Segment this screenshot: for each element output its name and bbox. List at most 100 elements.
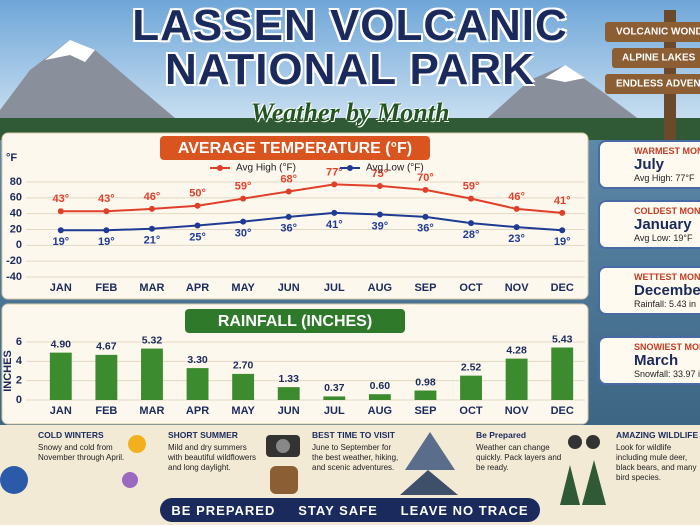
- sign-board: [605, 74, 700, 94]
- data-label: 1.33: [278, 373, 299, 385]
- x-tick-label: AUG: [368, 405, 392, 417]
- x-tick-label: MAR: [139, 405, 164, 417]
- tip-title: SHORT SUMMER: [168, 430, 238, 440]
- hat-icon: [0, 466, 28, 494]
- card-label: COLDEST MONTH: [634, 206, 700, 216]
- page-subtitle: Weather by Month: [250, 98, 450, 127]
- card-month: March: [634, 352, 679, 369]
- bar: [232, 373, 255, 400]
- data-label: 4.90: [51, 338, 72, 350]
- bar: [186, 368, 209, 400]
- x-tick-label: JAN: [50, 282, 72, 294]
- data-point: [376, 211, 383, 218]
- tip: COLD WINTERS Snowy and cold from Novembe…: [38, 430, 130, 463]
- sign-text: ALPINE LAKES: [622, 53, 696, 64]
- x-tick-label: NOV: [505, 405, 530, 417]
- tip-title: Be Prepared: [476, 430, 527, 440]
- mountain-icon: [400, 470, 458, 495]
- footer-bar: BE PREPARED STAY SAFE LEAVE NO TRACE: [160, 498, 540, 522]
- y-tick-label: 20: [10, 223, 22, 235]
- title-banner: [185, 309, 405, 333]
- footer-text: BE PREPARED: [171, 502, 276, 518]
- data-label: 19°: [98, 236, 115, 248]
- tip-text: June to September for the best weather, …: [312, 443, 399, 472]
- data-point: [422, 213, 429, 220]
- tip-text: Look for wildlife including mule deer, b…: [616, 443, 697, 482]
- card-label: WARMEST MONTH: [634, 146, 700, 156]
- data-point: [285, 213, 292, 220]
- x-tick-label: FEB: [95, 282, 117, 294]
- binoculars-icon: [568, 435, 582, 449]
- footer-text: LEAVE NO TRACE: [400, 502, 529, 518]
- card-detail: Snowfall: 33.97 in: [634, 369, 700, 379]
- data-label: 77°: [326, 166, 343, 178]
- data-point: [513, 205, 520, 212]
- data-label: 70°: [417, 172, 434, 184]
- bar: [95, 354, 118, 400]
- legend-label: Avg Low (°F): [366, 163, 424, 174]
- x-tick-label: NOV: [505, 282, 530, 294]
- data-label: 2.52: [461, 361, 482, 373]
- x-tick-label: OCT: [459, 282, 483, 294]
- data-label: 4.67: [96, 341, 117, 353]
- data-label: 19°: [52, 236, 69, 248]
- data-label: 21°: [144, 235, 161, 247]
- x-tick-label: JUN: [278, 405, 300, 417]
- y-tick-label: -20: [6, 255, 22, 267]
- data-point: [468, 195, 475, 202]
- flower-icon: [122, 472, 138, 488]
- data-label: 75°: [372, 168, 389, 180]
- card-detail: Avg Low: 19°F: [634, 233, 693, 243]
- data-point: [376, 182, 383, 189]
- tip-title: AMAZING WILDLIFE: [616, 430, 699, 440]
- y-tick-label: 40: [10, 208, 22, 220]
- x-tick-label: FEB: [95, 405, 117, 417]
- y-axis-label: INCHES: [2, 350, 14, 392]
- tree-icon: [560, 465, 580, 505]
- data-label: 36°: [417, 223, 434, 235]
- bar: [368, 394, 391, 400]
- highlight-card: COLDEST MONTH January Avg Low: 19°F: [598, 200, 700, 249]
- data-point: [148, 205, 155, 212]
- tip: BEST TIME TO VISIT June to September for…: [312, 430, 404, 473]
- mountain-icon: [405, 432, 455, 470]
- data-label: 46°: [508, 191, 525, 203]
- data-label: 0.98: [415, 376, 436, 388]
- data-label: 30°: [235, 227, 252, 239]
- tip: SHORT SUMMER Mild and dry summers with b…: [168, 430, 260, 473]
- bar: [49, 352, 72, 400]
- x-tick-label: APR: [186, 405, 209, 417]
- card-month: July: [634, 156, 665, 173]
- data-point: [285, 188, 292, 195]
- x-tick-label: JUN: [278, 282, 300, 294]
- data-point: [559, 209, 566, 216]
- data-point: [240, 218, 247, 225]
- x-tick-label: JUL: [324, 282, 345, 294]
- bar: [323, 396, 346, 400]
- data-label: 25°: [189, 231, 206, 243]
- footer-text: STAY SAFE: [298, 502, 378, 518]
- highlight-card: WETTEST MONTH December Rainfall: 5.43 in: [598, 266, 700, 315]
- data-label: 46°: [144, 191, 161, 203]
- y-tick-label: 80: [10, 176, 22, 188]
- y-tick-label: 0: [16, 239, 22, 251]
- tip: AMAZING WILDLIFE Look for wildlife inclu…: [616, 430, 698, 483]
- data-point: [422, 186, 429, 193]
- tip: Be Prepared Weather can change quickly. …: [476, 430, 568, 473]
- data-label: 50°: [189, 188, 206, 200]
- snow: [45, 40, 95, 62]
- data-label: 5.43: [552, 333, 573, 345]
- x-tick-label: MAR: [139, 282, 164, 294]
- legend-marker: [347, 165, 353, 171]
- mountain: [480, 65, 640, 125]
- sign-text: VOLCANIC WONDERS: [616, 27, 700, 38]
- y-axis-label: °F: [6, 152, 17, 164]
- backpack-icon: [270, 466, 298, 494]
- series-line: [60, 183, 563, 214]
- data-point: [148, 225, 155, 232]
- sign-board: [605, 22, 700, 42]
- data-label: 41°: [554, 195, 571, 207]
- bar: [141, 348, 163, 400]
- highlight-card: SNOWIEST MONTH March Snowfall: 33.97 in: [598, 336, 700, 385]
